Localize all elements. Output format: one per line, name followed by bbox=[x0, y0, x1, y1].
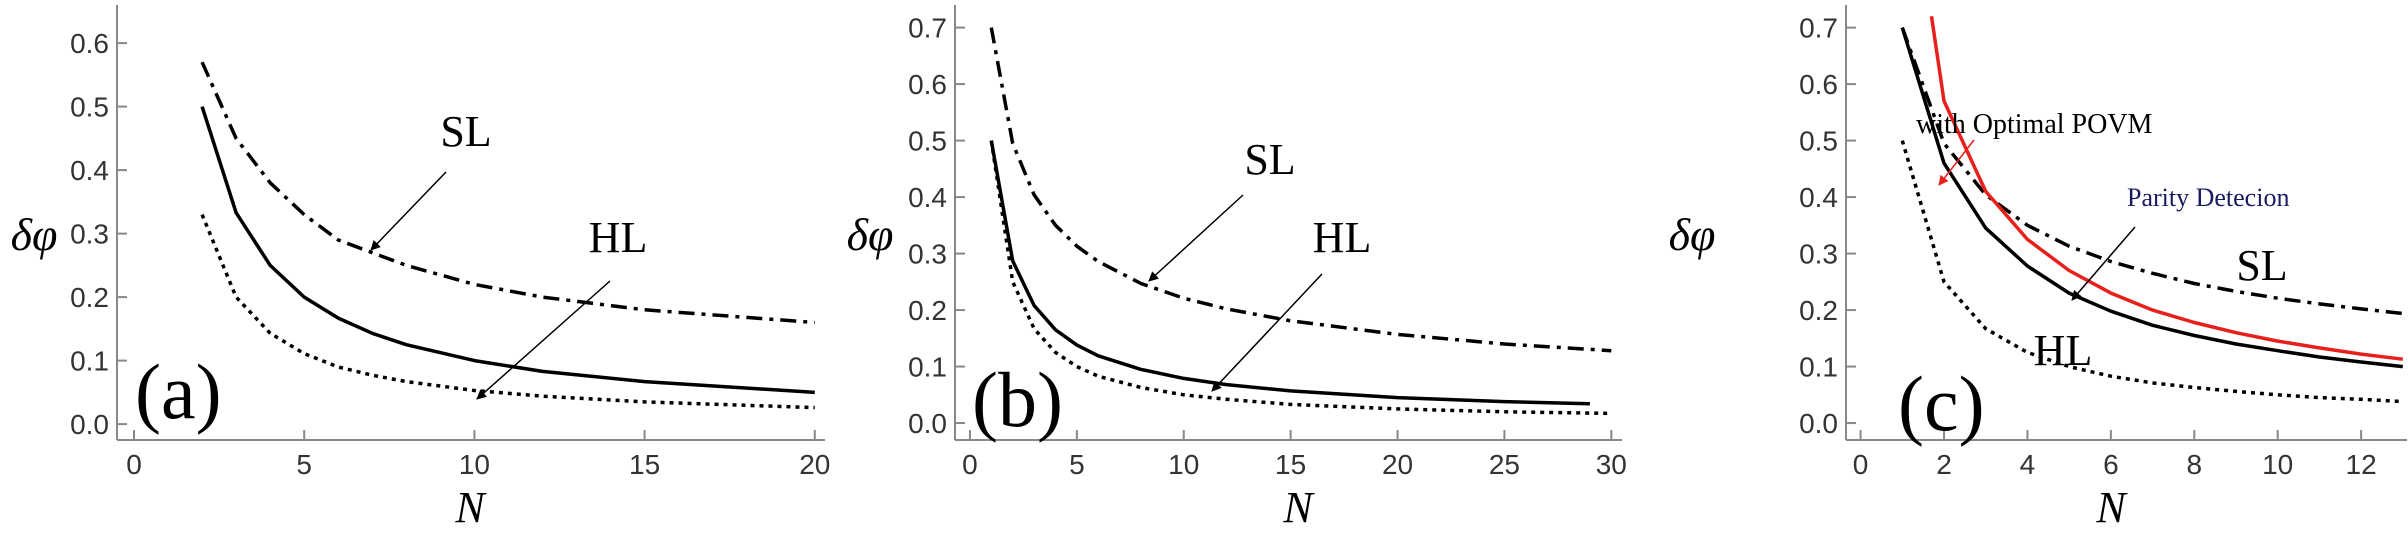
x-tick-label: 5 bbox=[296, 449, 312, 480]
x-tick-label: 10 bbox=[459, 449, 490, 480]
y-tick-label: 0.5 bbox=[908, 126, 947, 157]
annotation: Parity Detecion bbox=[2127, 183, 2289, 212]
x-tick-label: 2 bbox=[1936, 449, 1952, 480]
y-tick-label: 0.5 bbox=[70, 92, 109, 123]
x-tick-label: 30 bbox=[1596, 449, 1627, 480]
y-axis-label: δφ bbox=[847, 209, 894, 260]
y-tick-label: 0.0 bbox=[70, 409, 109, 440]
y-tick-label: 0.2 bbox=[70, 282, 109, 313]
series-line bbox=[200, 106, 815, 395]
x-tick-label: 20 bbox=[1382, 449, 1413, 480]
series-line bbox=[1900, 27, 2403, 369]
y-tick-label: 0.0 bbox=[908, 408, 947, 439]
series-line bbox=[989, 27, 1612, 353]
x-axis-label: N bbox=[2095, 483, 2128, 532]
x-tick-label: 0 bbox=[962, 449, 978, 480]
series-line bbox=[989, 140, 1590, 406]
y-tick-label: 0.2 bbox=[1799, 295, 1838, 326]
y-tick-label: 0.4 bbox=[908, 182, 947, 213]
series-line bbox=[1929, 16, 2404, 361]
y-tick-label: 0.3 bbox=[908, 239, 947, 270]
x-tick-label: 20 bbox=[799, 449, 830, 480]
x-tick-label: 25 bbox=[1489, 449, 1520, 480]
x-tick-label: 0 bbox=[126, 449, 142, 480]
annotation: HL bbox=[2034, 326, 2093, 375]
panel-label: (a) bbox=[135, 348, 222, 435]
series-line bbox=[200, 61, 815, 325]
panel-label: (b) bbox=[972, 356, 1063, 443]
y-axis-label: δφ bbox=[1669, 209, 1716, 260]
annotation-arrow bbox=[2071, 226, 2136, 301]
y-tick-label: 0.1 bbox=[70, 346, 109, 377]
annotation: SL bbox=[2236, 241, 2287, 290]
x-axis-label: N bbox=[454, 483, 487, 532]
x-tick-label: 15 bbox=[629, 449, 660, 480]
annotation-arrow bbox=[370, 171, 447, 251]
x-axis-label: N bbox=[1282, 483, 1315, 532]
x-tick-label: 10 bbox=[2262, 449, 2293, 480]
x-tick-label: 0 bbox=[1853, 449, 1869, 480]
y-tick-label: 0.6 bbox=[70, 28, 109, 59]
y-tick-label: 0.0 bbox=[1799, 408, 1838, 439]
y-tick-label: 0.7 bbox=[1799, 13, 1838, 44]
panel-label: (c) bbox=[1898, 360, 1985, 447]
y-tick-label: 0.1 bbox=[1799, 352, 1838, 383]
annotation: with Optimal POVM bbox=[1916, 109, 2153, 140]
x-tick-label: 15 bbox=[1275, 449, 1306, 480]
annotation-arrow bbox=[476, 280, 611, 400]
series-line bbox=[1900, 27, 2403, 316]
annotation-arrow bbox=[1148, 194, 1244, 282]
y-tick-label: 0.4 bbox=[1799, 182, 1838, 213]
annotation: SL bbox=[440, 107, 491, 156]
x-tick-label: 5 bbox=[1069, 449, 1085, 480]
y-tick-label: 0.5 bbox=[1799, 126, 1838, 157]
y-tick-label: 0.6 bbox=[908, 69, 947, 100]
x-tick-label: 12 bbox=[2346, 449, 2377, 480]
annotation-arrow bbox=[1938, 139, 1975, 186]
annotation: HL bbox=[1313, 213, 1372, 262]
y-tick-label: 0.7 bbox=[908, 13, 947, 44]
series-line bbox=[989, 140, 1612, 416]
series-line bbox=[1900, 140, 2403, 404]
annotation: HL bbox=[589, 213, 648, 262]
y-tick-label: 0.2 bbox=[908, 295, 947, 326]
y-tick-label: 0.1 bbox=[908, 352, 947, 383]
y-tick-label: 0.6 bbox=[1799, 69, 1838, 100]
y-tick-label: 0.3 bbox=[1799, 239, 1838, 270]
series-line bbox=[200, 213, 815, 410]
x-tick-label: 8 bbox=[2186, 449, 2202, 480]
x-tick-label: 4 bbox=[2020, 449, 2036, 480]
y-axis-label: δφ bbox=[11, 209, 58, 260]
x-tick-label: 6 bbox=[2103, 449, 2119, 480]
y-tick-label: 0.4 bbox=[70, 155, 109, 186]
annotation-arrow bbox=[1211, 273, 1323, 392]
annotation: SL bbox=[1244, 135, 1295, 184]
x-tick-label: 10 bbox=[1168, 449, 1199, 480]
y-tick-label: 0.3 bbox=[70, 219, 109, 250]
